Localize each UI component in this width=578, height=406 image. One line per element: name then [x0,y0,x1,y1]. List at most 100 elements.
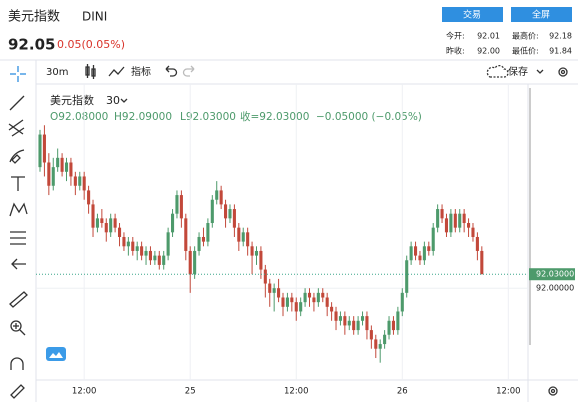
candle-body [166,232,170,256]
candle-body [197,236,201,251]
redo-icon[interactable] [182,65,195,77]
crosshair-tool[interactable] [10,66,26,82]
plot [36,84,528,380]
stat-label: 最高价: [512,31,539,41]
fullscreen-button[interactable] [511,7,572,22]
candle-body [241,232,245,242]
candle-body [82,176,86,191]
candle-body [467,223,471,228]
pattern-tool[interactable] [9,202,28,217]
stat-value: 92.00 [477,47,500,56]
candle-body [51,167,55,186]
candle-body [263,269,267,284]
text-tool[interactable] [11,176,25,191]
candle-body [47,162,51,186]
candle-body [462,213,466,224]
gear-icon[interactable] [548,386,558,396]
candle-body [215,190,219,200]
x-tick-label: 12:00 [72,387,97,397]
candle-body [444,218,449,233]
candle-body [471,227,475,237]
prediction-tool[interactable] [10,231,26,245]
zoom-tool[interactable] [10,320,26,336]
trendline-tool[interactable] [9,95,25,111]
candle-body [153,255,157,261]
settings-icon[interactable] [558,67,568,77]
candle-body [418,255,422,261]
trade-button[interactable] [442,7,503,22]
magnet-tool[interactable] [10,357,24,370]
x-tick-label: 25 [185,387,196,397]
save-menu[interactable] [536,69,544,74]
candle-body [299,302,303,312]
pencil-tool[interactable] [10,384,25,399]
candle-body [325,297,329,307]
ruler-tool[interactable] [9,291,28,308]
last-price-label: 92.03000 [536,270,574,279]
candle-body [338,316,342,321]
candle-body [281,297,285,307]
candle-body [126,241,130,247]
candle-body [224,204,228,219]
brush-tool[interactable] [9,149,25,164]
cloud-icon[interactable] [486,64,509,78]
candle-body [343,316,347,326]
candle-body [422,246,426,261]
stat-label: 最低价: [512,46,539,56]
stat-value: 92.18 [549,32,572,41]
candle-body [122,236,126,247]
candle-body [449,213,453,233]
candle-body [219,190,223,205]
candle-body [64,162,69,172]
fullscreen-label[interactable]: 全屏 [532,9,550,21]
candle-body [188,250,192,275]
candle-body [431,227,435,251]
legend-menu[interactable] [120,98,128,103]
fib-tool[interactable] [8,119,25,137]
candle-body [56,157,60,168]
indicator-icon[interactable] [108,66,125,77]
candle-body [100,218,104,224]
candle-body [360,316,365,321]
candle-body [162,255,166,265]
candle-body [405,260,409,293]
candle-body [210,199,214,224]
x-tick-label: 12:00 [496,387,521,397]
candle-body [250,246,254,256]
candle-body [458,213,462,228]
candle-body [179,195,183,219]
undo-icon[interactable] [165,65,178,77]
chart-type-icon[interactable] [85,64,96,79]
candle-body [356,320,360,331]
candle-body [228,209,232,219]
candle-body [436,209,440,228]
candle-body [104,223,108,233]
candle-body [352,320,356,331]
stat-value: 92.01 [477,32,500,41]
indicator-button[interactable]: 指标 [131,65,151,78]
candle-body [117,227,122,237]
trade-label[interactable]: 交易 [463,9,481,21]
interval-button[interactable]: 30m [46,67,68,78]
candle-body [131,241,135,251]
candle-body [87,190,91,205]
candle-body [383,334,387,345]
candle-body [193,250,197,275]
candle-body [396,311,400,331]
title: 美元指数 [8,10,60,25]
save-button[interactable]: 保存 [508,65,528,78]
candle-body [69,162,73,177]
collapse-tool[interactable] [11,258,26,270]
left-toolbar [8,66,28,399]
ohlc-legend: O92.08000 H92.09000 L92.03000 收=92.03000 −0.… [50,110,422,123]
legend-interval: 30 [106,94,120,107]
candle-body [290,297,294,303]
stat-value: 91.84 [549,47,572,56]
candle-body [285,297,289,307]
candle-body [374,339,378,349]
change: 0.05(0.05%) [57,38,125,51]
candle-body [109,218,113,233]
stat-label: 昨收: [446,46,465,56]
symbol: DINI [82,10,107,24]
